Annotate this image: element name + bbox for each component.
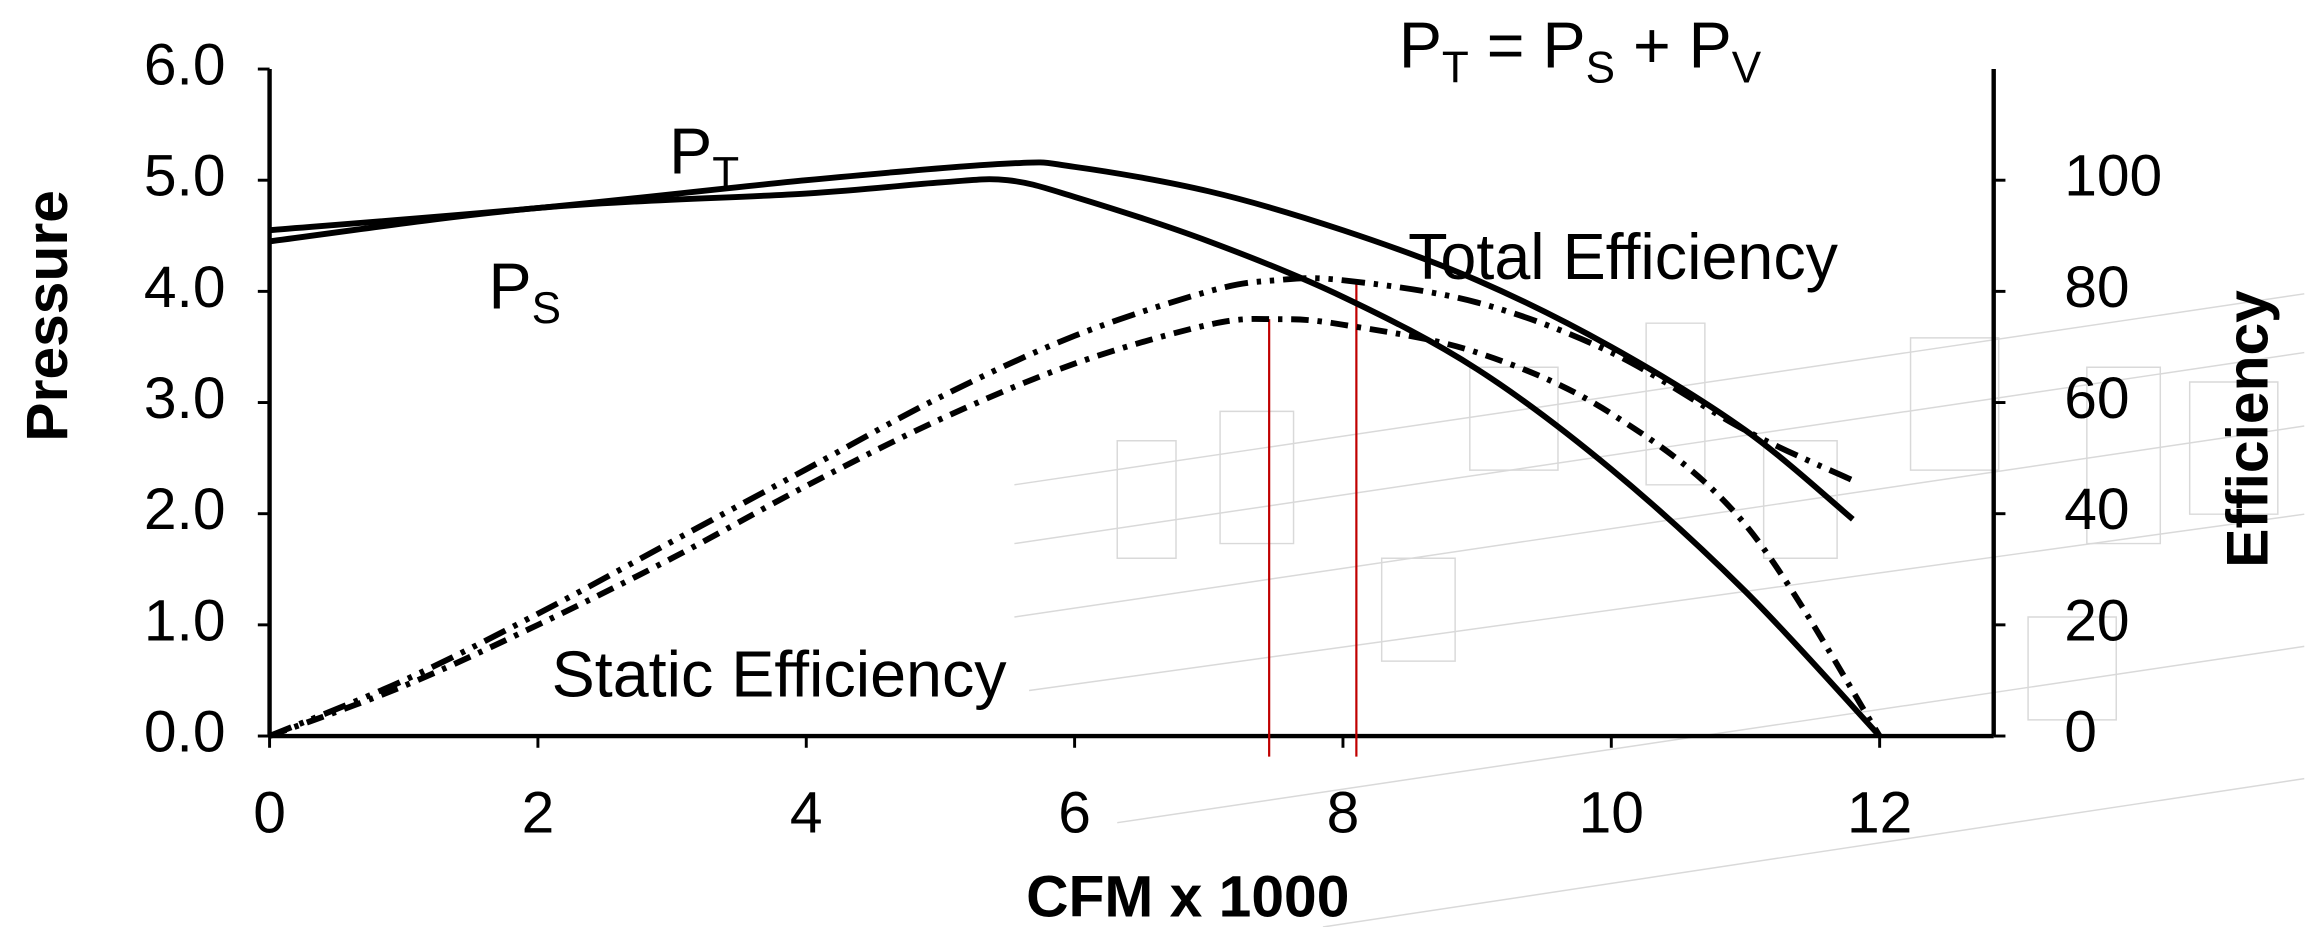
x-tick-label: 2 bbox=[522, 780, 555, 845]
series-label: Static Efficiency bbox=[552, 637, 1008, 710]
equation-part: P bbox=[1399, 9, 1442, 82]
y2-tick-label: 40 bbox=[2064, 477, 2129, 542]
y2-tick-label: 100 bbox=[2064, 144, 2162, 209]
series-label-subscript: S bbox=[532, 284, 561, 333]
y2-tick-label: 0 bbox=[2064, 700, 2097, 765]
x-tick-label: 8 bbox=[1327, 780, 1360, 845]
y-tick-label: 1.0 bbox=[144, 588, 226, 653]
background-wireframe bbox=[1014, 293, 2305, 927]
equation-subscript: S bbox=[1586, 43, 1615, 92]
y-tick-label: 5.0 bbox=[144, 144, 226, 209]
y-tick-label: 3.0 bbox=[144, 366, 226, 431]
x-axis-title: CFM x 1000 bbox=[1026, 865, 1349, 927]
series-label: Total Efficiency bbox=[1408, 220, 1839, 293]
equation-subscript: V bbox=[1732, 43, 1762, 92]
y2-tick-label: 80 bbox=[2064, 255, 2129, 320]
y-tick-label: 4.0 bbox=[144, 255, 226, 320]
x-tick-label: 6 bbox=[1058, 780, 1091, 845]
y2-tick-label: 20 bbox=[2064, 588, 2129, 653]
equation: PT = PS + PV bbox=[1399, 9, 1762, 93]
y-tick-label: 6.0 bbox=[144, 33, 226, 98]
y2-tick-label: 60 bbox=[2064, 366, 2129, 431]
equation-part: = P bbox=[1469, 9, 1586, 82]
x-tick-label: 12 bbox=[1847, 780, 1912, 845]
series-label-main: P bbox=[488, 250, 531, 323]
series-line bbox=[269, 176, 1882, 739]
series-line bbox=[269, 159, 1855, 522]
x-tick-label: 10 bbox=[1579, 780, 1644, 845]
y2-axis-title: Efficiency bbox=[2216, 290, 2281, 568]
series-label-main: P bbox=[669, 114, 712, 187]
equation-subscript: T bbox=[1442, 43, 1469, 92]
x-tick-label: 4 bbox=[790, 780, 823, 845]
x-tick-label: 0 bbox=[253, 780, 286, 845]
equation-part: + P bbox=[1615, 9, 1732, 82]
series-line bbox=[268, 275, 1855, 739]
y-tick-label: 0.0 bbox=[144, 700, 226, 765]
series-line bbox=[268, 316, 1883, 739]
y-axis-title: Pressure bbox=[15, 190, 80, 441]
y-tick-label: 2.0 bbox=[144, 477, 226, 542]
series-label: PS bbox=[488, 250, 561, 334]
